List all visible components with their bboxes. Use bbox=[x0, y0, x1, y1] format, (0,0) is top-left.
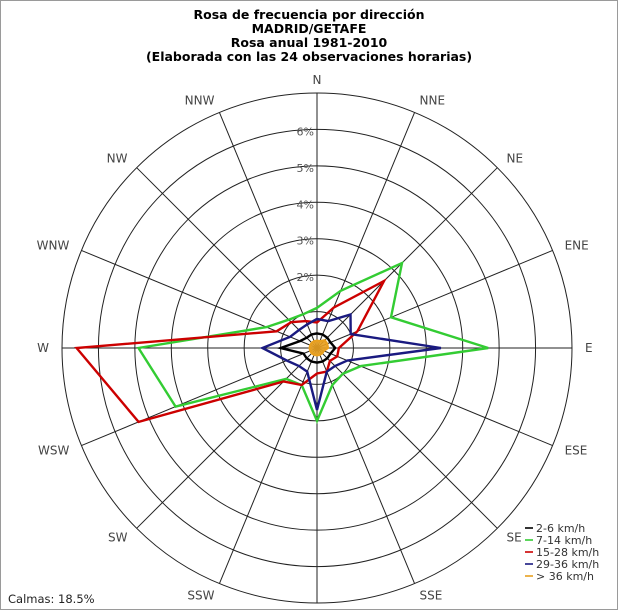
radial-tick-label: 5% bbox=[297, 162, 314, 175]
legend-label-2: 7-14 km/h bbox=[536, 534, 592, 547]
direction-label-ne: NE bbox=[507, 151, 524, 165]
direction-label-se: SE bbox=[507, 531, 522, 545]
grid-spoke bbox=[136, 167, 318, 349]
series-5-polygon bbox=[308, 338, 330, 357]
direction-label-e: E bbox=[585, 341, 593, 355]
series-2-polygon bbox=[136, 260, 489, 424]
grid-spoke bbox=[81, 249, 318, 349]
legend-label-4: 29-36 km/h bbox=[536, 558, 599, 571]
legend-label-3: 15-28 km/h bbox=[536, 546, 599, 559]
grid-spoke bbox=[316, 167, 498, 349]
direction-label-ene: ENE bbox=[565, 238, 589, 252]
chart-station: MADRID/GETAFE bbox=[251, 21, 367, 36]
series-3-polygon bbox=[74, 278, 387, 424]
direction-label-sse: SSE bbox=[420, 589, 443, 603]
direction-label-sw: SW bbox=[108, 531, 128, 545]
grid-spoke bbox=[316, 347, 498, 529]
chart-period: Rosa anual 1981-2010 bbox=[230, 35, 388, 50]
grid-spoke bbox=[218, 347, 318, 584]
grid-spoke bbox=[218, 112, 318, 349]
grid-spoke bbox=[316, 112, 416, 349]
grid-spoke bbox=[316, 347, 416, 584]
direction-label-n: N bbox=[313, 73, 322, 87]
radial-tick-label: 2% bbox=[297, 271, 314, 284]
radial-tick-label: 4% bbox=[297, 198, 314, 211]
direction-label-nw: NW bbox=[107, 151, 128, 165]
calms-label: Calmas: 18.5% bbox=[8, 592, 95, 606]
direction-label-ssw: SSW bbox=[187, 589, 214, 603]
series-1-polygon bbox=[276, 332, 337, 364]
legend-label-5: > 36 km/h bbox=[536, 570, 594, 583]
direction-label-nne: NNE bbox=[420, 93, 446, 107]
series-4-polygon bbox=[259, 312, 442, 411]
chart-title: Rosa de frecuencia por dirección bbox=[193, 7, 425, 22]
chart-note: (Elaborada con las 24 observaciones hora… bbox=[145, 49, 473, 64]
radial-tick-label: 6% bbox=[297, 125, 314, 138]
direction-label-wsw: WSW bbox=[38, 444, 69, 458]
grid-spoke bbox=[136, 347, 318, 529]
radial-tick-label: 3% bbox=[297, 235, 314, 248]
direction-label-wnw: WNW bbox=[37, 238, 70, 252]
direction-label-nnw: NNW bbox=[185, 93, 215, 107]
direction-label-w: W bbox=[37, 341, 49, 355]
grid-spoke bbox=[81, 347, 318, 447]
legend-label-1: 2-6 km/h bbox=[536, 522, 585, 535]
direction-label-ese: ESE bbox=[565, 444, 588, 458]
grid-spoke bbox=[316, 347, 553, 447]
